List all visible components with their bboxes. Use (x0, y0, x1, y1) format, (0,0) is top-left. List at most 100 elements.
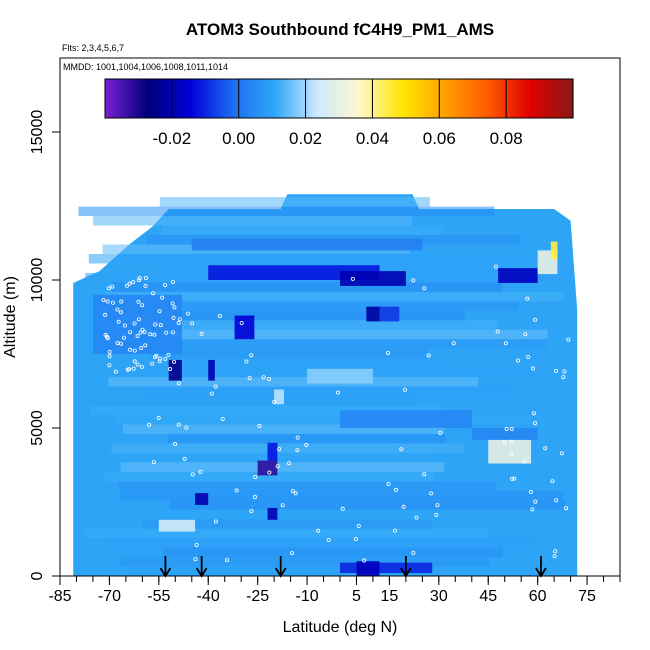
sample-point (249, 353, 254, 358)
colorbar-swatch (552, 79, 557, 118)
colorbar-swatch (512, 79, 517, 118)
colorbar-tick-label: 0.00 (222, 129, 255, 148)
value-feature (267, 442, 278, 461)
colorbar-swatch (322, 79, 327, 118)
sample-point (386, 350, 391, 355)
value-feature (307, 368, 373, 384)
value-feature (158, 519, 196, 532)
sample-point (220, 416, 225, 421)
colorbar-swatch (232, 79, 236, 118)
x-tick-label: -40 (197, 588, 220, 605)
sample-point (533, 499, 538, 504)
sample-point (554, 498, 559, 503)
colorbar-swatch (425, 79, 430, 118)
colorbar-swatch (188, 79, 193, 118)
texture-band (112, 282, 503, 292)
value-feature (274, 389, 284, 405)
sample-point (170, 279, 175, 284)
x-axis: -85 -70 -55 -40 -25 -10 5 15 30 45 60 75 (48, 576, 621, 605)
colorbar-tick-label: 0.04 (356, 129, 389, 148)
sample-point (213, 384, 218, 389)
sample-point (562, 369, 567, 374)
sample-point (168, 367, 173, 372)
sample-point (340, 506, 345, 511)
colorbar-swatch (452, 79, 457, 118)
sample-point (116, 319, 121, 324)
colorbar-swatch (419, 79, 424, 118)
sample-point (522, 459, 527, 464)
texture-band (169, 500, 566, 510)
sample-point (503, 341, 508, 346)
y-tick-label: 10000 (29, 258, 46, 303)
sample-point (128, 347, 133, 352)
sample-point (512, 476, 517, 481)
sample-point (209, 391, 214, 396)
sample-point (504, 426, 509, 431)
sample-point (414, 515, 419, 520)
colorbar-swatch (255, 79, 260, 118)
sample-point (401, 504, 406, 509)
colorbar-swatch (215, 79, 220, 118)
sample-point (295, 435, 300, 440)
colorbar-swatch (435, 79, 440, 118)
colorbar-swatch (462, 79, 467, 118)
sample-point (533, 421, 538, 426)
colorbar-swatch (275, 79, 280, 118)
colorbar-swatch (181, 79, 186, 118)
sample-point (137, 275, 142, 280)
colorbar-swatch (395, 79, 400, 118)
colorbar-swatch (502, 79, 507, 118)
sample-point (426, 353, 431, 358)
colorbar-swatch (111, 79, 116, 118)
colorbar-swatch (158, 79, 163, 118)
heatmap-area (73, 194, 578, 576)
colorbar-swatch (125, 79, 129, 118)
sample-point (172, 305, 177, 310)
x-tick-label: 45 (479, 588, 497, 605)
sample-point (103, 312, 108, 317)
sample-point (128, 330, 133, 335)
sample-point (119, 341, 124, 346)
colorbar-swatch (165, 79, 170, 118)
colorbar-swatch (492, 79, 497, 118)
sample-point (101, 298, 106, 303)
colorbar-swatch (339, 79, 343, 118)
colorbar-swatch (332, 79, 337, 118)
sample-point (163, 283, 168, 288)
colorbar-swatch (235, 79, 240, 118)
texture-band (104, 538, 535, 548)
texture-band (168, 329, 548, 340)
value-feature (208, 265, 380, 280)
colorbar-swatch (218, 79, 223, 118)
colorbar-frame (104, 78, 574, 119)
colorbar-swatch (459, 79, 464, 118)
texture-band (108, 310, 465, 321)
colorbar-swatch (389, 79, 394, 118)
colorbar-swatch (522, 79, 527, 118)
sample-point (392, 528, 397, 533)
value-feature (471, 428, 538, 440)
texture-band (93, 216, 413, 226)
colorbar-swatch (148, 79, 153, 118)
x-tick-label: 60 (529, 588, 547, 605)
sample-point (530, 366, 535, 371)
colorbar-swatch (509, 79, 514, 118)
sample-point (225, 558, 230, 563)
colorbar-swatch (482, 79, 487, 118)
sample-point (198, 469, 203, 474)
colorbar-swatch (248, 79, 253, 118)
colorbar-swatch (532, 79, 537, 118)
sample-point (526, 354, 531, 359)
colorbar-swatch (105, 79, 109, 118)
texture-band (85, 396, 414, 406)
colorbar-swatch (479, 79, 484, 118)
sample-point (103, 332, 108, 337)
sample-point (554, 368, 559, 373)
sample-point (157, 359, 162, 364)
colorbar-swatch (272, 79, 277, 118)
sample-point (143, 343, 148, 348)
sample-point (402, 387, 407, 392)
colorbar-swatch (238, 79, 243, 118)
sample-point (553, 549, 558, 554)
